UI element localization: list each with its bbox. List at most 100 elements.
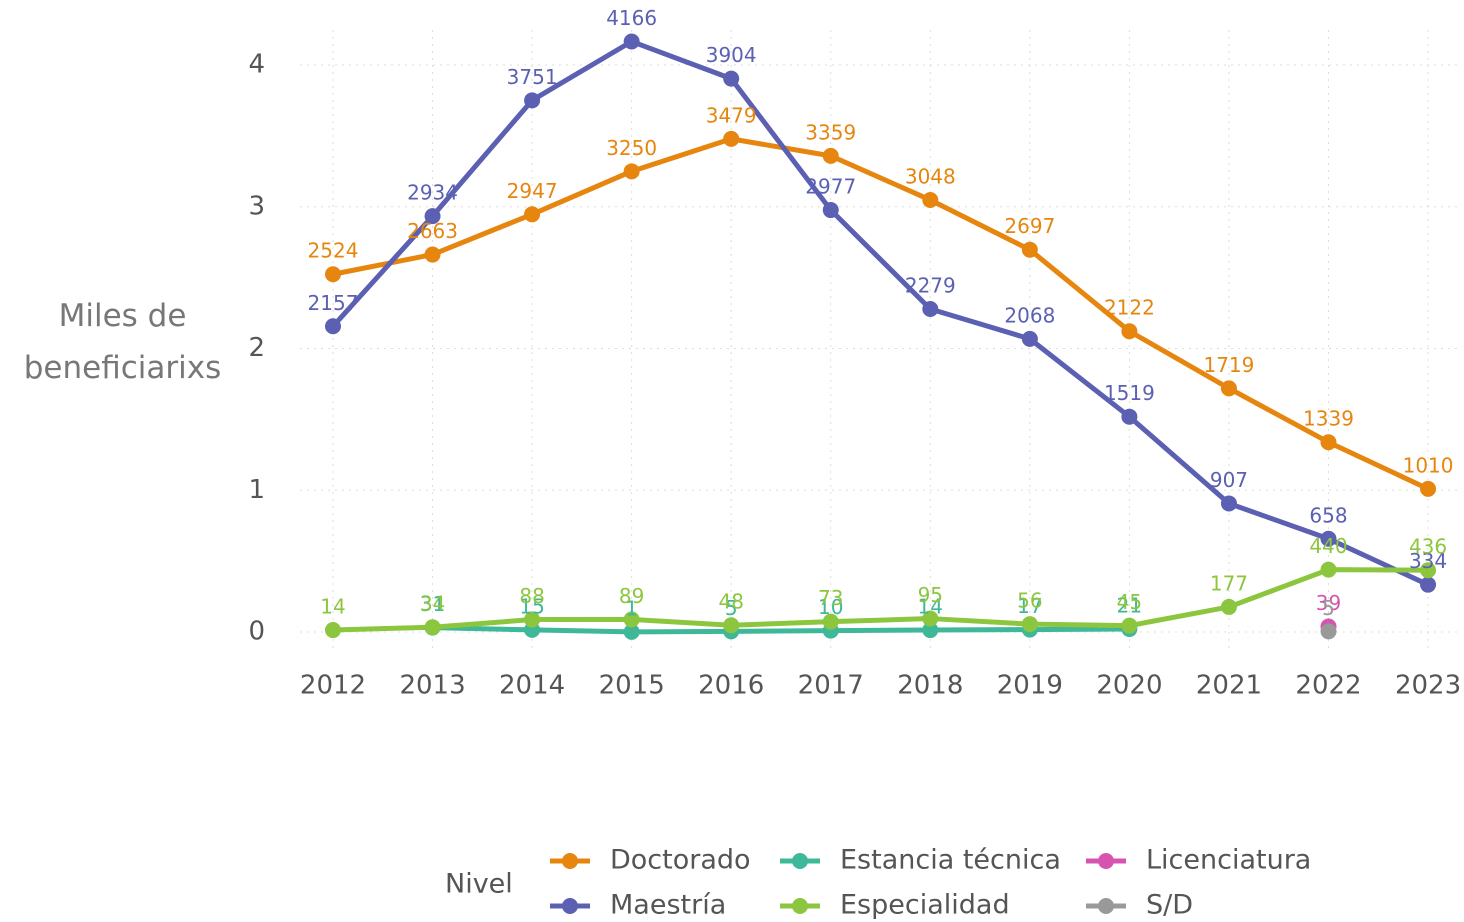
data-label: 89 [619,584,644,608]
legend-swatch [1098,853,1114,869]
data-label: 1519 [1104,381,1155,405]
point [1121,323,1138,340]
legend-swatch [562,853,578,869]
point [623,611,640,628]
point [1021,330,1038,347]
y-tick-label: 3 [248,191,265,221]
x-tick-label: 2012 [300,671,366,701]
legend-swatch [792,853,808,869]
point [922,191,939,208]
legend-swatch [1098,898,1114,914]
data-label: 3048 [905,164,956,188]
data-label: 2122 [1104,296,1155,320]
y-tick-label: 4 [248,50,265,80]
series-line [432,625,1130,635]
point [1320,530,1337,547]
legend-swatch [562,898,578,914]
data-label: 3359 [805,120,856,144]
data-label: 21 [1117,594,1142,618]
point [723,130,740,147]
x-tick-label: 2016 [698,671,764,701]
point [1420,480,1437,497]
point [1320,623,1337,640]
data-label: 3250 [606,136,657,160]
legend-label: Licenciatura [1146,845,1311,876]
point [822,613,839,630]
x-tick-label: 2014 [499,671,565,701]
point [623,623,640,640]
point [1021,616,1038,633]
data-label: 2697 [1004,214,1055,238]
point [1021,241,1038,258]
data-label: 15 [519,594,544,618]
legend-label: S/D [1146,890,1193,921]
data-label: 48 [718,590,743,614]
data-label: 334 [1409,549,1447,573]
point [1220,380,1237,397]
point [623,33,640,50]
data-label: 1719 [1203,353,1254,377]
data-label: 1339 [1303,407,1354,431]
data-label: 5 [1322,596,1335,620]
data-label: 3479 [706,103,757,127]
point [922,610,939,627]
x-tick-label: 2022 [1295,671,1361,701]
legend-label: Maestría [610,890,726,921]
x-tick-label: 2019 [997,671,1063,701]
point [524,206,541,223]
data-label: 2279 [905,273,956,297]
data-label: 2524 [308,239,359,263]
x-tick-label: 2020 [1096,671,1162,701]
point [922,622,939,639]
point [1220,495,1237,512]
data-label: 2663 [407,219,458,243]
series-line [332,136,1430,492]
data-label: 17 [1017,594,1042,618]
point [325,622,341,639]
data-label: 177 [1210,571,1248,595]
data-label: 440 [1309,534,1347,558]
legend-label: Doctorado [610,845,751,876]
point [325,266,341,283]
data-label: 5 [725,596,738,620]
data-label: 2068 [1004,303,1055,327]
data-label: 2977 [805,175,856,199]
data-label: 45 [1117,590,1142,614]
y-tick-label: 0 [248,617,265,647]
x-tick-label: 2021 [1196,671,1262,701]
x-tick-label: 2018 [897,671,963,701]
x-tick-label: 2017 [798,671,864,701]
data-label: 3751 [507,65,558,89]
series-line [332,567,1429,633]
point [1121,408,1138,425]
data-label: 34 [420,592,445,616]
point [822,202,839,219]
y-axis-label: Miles de beneficiarixs [23,298,222,386]
point [1220,598,1237,615]
data-label: 14 [918,595,943,619]
data-label: 39 [1316,591,1341,615]
data-label: 4166 [606,6,657,30]
data-label: 2934 [407,181,458,205]
data-label: 95 [918,583,943,607]
legend-title: Nivel [445,869,513,900]
point [424,208,441,225]
point [623,163,640,180]
data-label: 31 [420,592,445,616]
point [524,92,541,109]
legend-swatch [792,898,808,914]
x-tick-label: 2023 [1395,671,1461,701]
x-tick-label: 2013 [399,671,465,701]
point [524,611,541,628]
point [1320,561,1337,578]
x-tick-label: 2015 [599,671,665,701]
point [424,246,441,263]
y-tick-label: 2 [248,333,265,363]
point [1420,562,1437,579]
point [822,147,839,164]
data-label: 10 [818,595,843,619]
point [1420,576,1437,593]
data-label: 907 [1210,468,1248,492]
